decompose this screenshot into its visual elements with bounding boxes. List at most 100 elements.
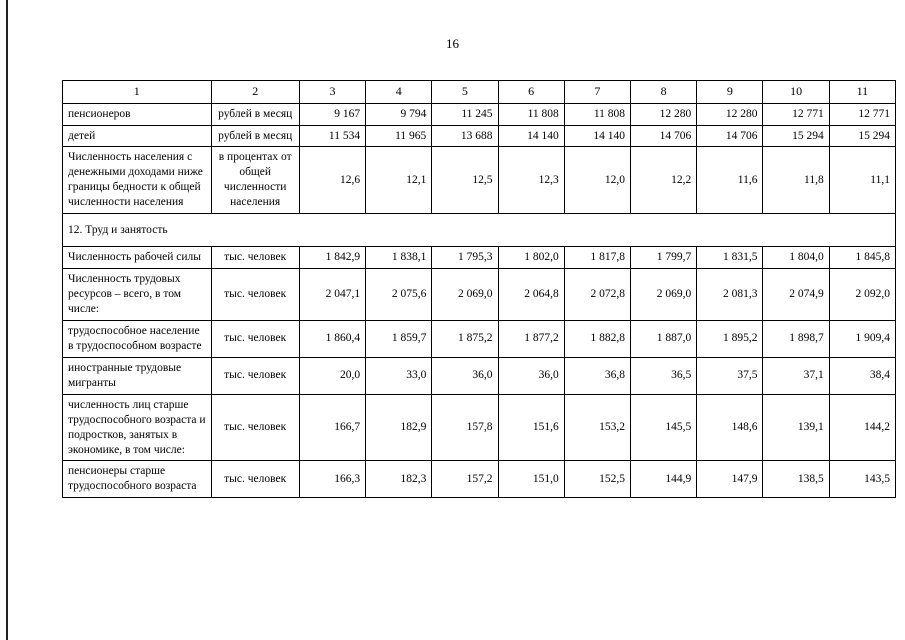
value-cell: 1 898,7 (762, 319, 830, 358)
indicator-label: Численность рабочей силы (62, 246, 212, 270)
unit-label: тыс. человек (210, 319, 300, 358)
value-cell: 14 706 (630, 124, 698, 148)
value-cell: 11 534 (298, 124, 367, 148)
unit-label: тыс. человек (210, 356, 300, 395)
value-cell: 11 808 (497, 102, 565, 126)
value-cell: 11,6 (696, 146, 764, 215)
value-cell: 2 047,1 (298, 268, 367, 321)
value-cell: 2 069,0 (630, 268, 698, 321)
value-cell: 1 804,0 (762, 246, 830, 270)
value-cell: 38,4 (828, 356, 897, 395)
value-cell: 12 771 (828, 102, 897, 126)
column-number: 11 (828, 80, 897, 104)
value-cell: 138,5 (762, 460, 830, 499)
indicator-label: пенсионеры старше трудоспособного возрас… (62, 460, 212, 499)
table-row: детей рублей в месяц 11 534 11 965 13 688 14 … (62, 124, 897, 148)
table-row: Численность населения с денежными дохода… (62, 146, 897, 215)
column-number: 1 (62, 80, 212, 104)
table-row: Численность трудовых ресурсов – всего, в… (62, 268, 897, 321)
value-cell: 9 794 (365, 102, 433, 126)
value-cell: 143,5 (828, 460, 897, 499)
value-cell: 1 895,2 (696, 319, 764, 358)
value-cell: 12,6 (298, 146, 367, 215)
indicator-label: численность лиц старше трудоспособного в… (62, 393, 212, 462)
table-header-row: 1 2 3 4 5 6 7 8 9 10 11 (62, 80, 897, 104)
value-cell: 148,6 (696, 393, 764, 462)
value-cell: 13 688 (431, 124, 499, 148)
value-cell: 15 294 (762, 124, 830, 148)
unit-label: в процентах от общей численности населен… (210, 146, 300, 215)
value-cell: 20,0 (298, 356, 367, 395)
column-number: 10 (762, 80, 830, 104)
value-cell: 145,5 (630, 393, 698, 462)
value-cell: 15 294 (828, 124, 897, 148)
value-cell: 157,2 (431, 460, 499, 499)
value-cell: 182,9 (365, 393, 433, 462)
value-cell: 11 965 (365, 124, 433, 148)
value-cell: 12,5 (431, 146, 499, 215)
column-number: 5 (431, 80, 499, 104)
value-cell: 12,0 (563, 146, 632, 215)
indicator-label: пенсионеров (62, 102, 212, 126)
value-cell: 1 802,0 (497, 246, 565, 270)
unit-label: тыс. человек (210, 268, 300, 321)
value-cell: 36,8 (563, 356, 632, 395)
table-row: иностранные трудовые мигранты тыс. челове… (62, 356, 897, 395)
value-cell: 1 875,2 (431, 319, 499, 358)
value-cell: 14 706 (696, 124, 764, 148)
value-cell: 14 140 (497, 124, 565, 148)
value-cell: 37,5 (696, 356, 764, 395)
value-cell: 36,0 (497, 356, 565, 395)
section-title: 12. Труд и занятость (62, 213, 896, 248)
value-cell: 1 795,3 (431, 246, 499, 270)
table-row: пенсионеры старше трудоспособного возрас… (62, 460, 897, 499)
value-cell: 11 245 (431, 102, 499, 126)
value-cell: 153,2 (563, 393, 632, 462)
unit-label: тыс. человек (210, 393, 300, 462)
value-cell: 37,1 (762, 356, 830, 395)
value-cell: 151,6 (497, 393, 565, 462)
value-cell: 12,1 (365, 146, 433, 215)
column-number: 8 (630, 80, 698, 104)
unit-label: тыс. человек (210, 460, 300, 499)
value-cell: 11 808 (563, 102, 632, 126)
section-row: 12. Труд и занятость (62, 213, 896, 248)
value-cell: 1 909,4 (828, 319, 897, 358)
value-cell: 147,9 (696, 460, 764, 499)
value-cell: 144,2 (828, 393, 897, 462)
value-cell: 2 069,0 (431, 268, 499, 321)
value-cell: 1 817,8 (563, 246, 632, 270)
value-cell: 144,9 (630, 460, 698, 499)
value-cell: 1 882,8 (563, 319, 632, 358)
value-cell: 1 859,7 (365, 319, 433, 358)
page-number: 16 (446, 36, 459, 51)
value-cell: 1 860,4 (298, 319, 367, 358)
value-cell: 152,5 (563, 460, 632, 499)
value-cell: 9 167 (298, 102, 367, 126)
indicator-label: Численность трудовых ресурсов – всего, в… (62, 268, 212, 321)
column-number: 7 (563, 80, 632, 104)
value-cell: 33,0 (365, 356, 433, 395)
unit-label: рублей в месяц (210, 124, 300, 148)
column-number: 9 (696, 80, 764, 104)
column-number: 6 (497, 80, 565, 104)
value-cell: 151,0 (497, 460, 565, 499)
value-cell: 182,3 (365, 460, 433, 499)
table-row: численность лиц старше трудоспособного в… (62, 393, 897, 462)
value-cell: 1 887,0 (630, 319, 698, 358)
value-cell: 1 845,8 (828, 246, 897, 270)
value-cell: 12 280 (630, 102, 698, 126)
value-cell: 36,0 (431, 356, 499, 395)
value-cell: 12 771 (762, 102, 830, 126)
indicator-label: иностранные трудовые мигранты (62, 356, 212, 395)
value-cell: 12,3 (497, 146, 565, 215)
unit-label: тыс. человек (210, 246, 300, 270)
value-cell: 2 064,8 (497, 268, 565, 321)
statistics-table: 1 2 3 4 5 6 7 8 9 10 11 пенсионеров рубле… (62, 80, 897, 499)
column-number: 4 (365, 80, 433, 104)
value-cell: 157,8 (431, 393, 499, 462)
value-cell: 1 877,2 (497, 319, 565, 358)
column-number: 2 (210, 80, 300, 104)
unit-label: рублей в месяц (210, 102, 300, 126)
value-cell: 2 081,3 (696, 268, 764, 321)
